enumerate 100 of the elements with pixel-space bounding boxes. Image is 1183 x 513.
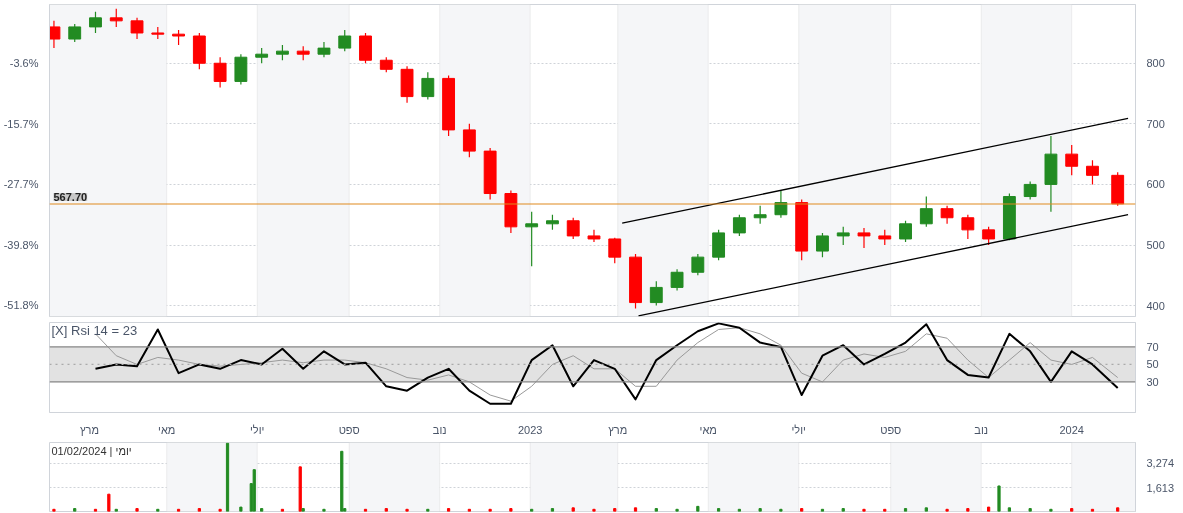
bar xyxy=(779,508,783,512)
candlestick xyxy=(213,56,227,89)
candlestick xyxy=(940,205,954,225)
candlestick xyxy=(109,8,123,28)
candlestick xyxy=(608,237,622,264)
y-tick-label: 700 xyxy=(1146,117,1165,130)
bar xyxy=(716,508,721,512)
y-tick-label: 3,274 xyxy=(1146,457,1175,470)
bar xyxy=(997,485,1001,512)
candlestick xyxy=(587,229,601,243)
candlestick xyxy=(525,211,539,267)
candlestick xyxy=(691,253,705,276)
bar xyxy=(883,508,887,512)
x-tick-label: נוב xyxy=(432,423,447,436)
bar xyxy=(218,508,222,512)
bar xyxy=(1028,508,1032,512)
y-tick-label: 30 xyxy=(1146,375,1159,388)
bar xyxy=(592,508,596,512)
y2-tick-label: -27.7% xyxy=(3,178,39,191)
bar xyxy=(654,508,658,512)
y-tick-label: 800 xyxy=(1146,57,1165,70)
bar xyxy=(633,507,638,512)
y2-tick-label: -51.8% xyxy=(3,299,39,312)
bar xyxy=(52,508,56,512)
candlestick xyxy=(982,226,996,246)
x-tick-label: יולי xyxy=(791,423,806,436)
x-tick-label: 2024 xyxy=(1059,423,1084,436)
bar xyxy=(1070,508,1074,512)
candlestick xyxy=(816,232,829,258)
bar xyxy=(613,508,617,512)
x-tick-label: ספט xyxy=(338,423,360,436)
bar xyxy=(1049,508,1053,512)
bar xyxy=(107,493,111,512)
bar xyxy=(114,508,118,512)
bar xyxy=(800,508,804,512)
candlestick xyxy=(899,220,912,243)
bar xyxy=(298,466,302,512)
bar xyxy=(966,508,970,512)
candlestick xyxy=(1023,180,1037,201)
bar xyxy=(426,508,430,512)
candlestick xyxy=(670,268,684,292)
x-tick-label: ספט xyxy=(880,423,902,436)
candlestick xyxy=(130,17,144,40)
x-tick-label: מרץ xyxy=(608,423,628,436)
bar xyxy=(696,505,700,512)
y2-tick-label: -39.8% xyxy=(3,239,39,252)
bar xyxy=(405,508,409,512)
bar xyxy=(384,508,388,512)
bar xyxy=(197,508,201,512)
annotation: יומי | 01/02/2024 xyxy=(51,444,132,457)
candlestick xyxy=(1065,144,1079,176)
ref-line-label: 567.70 xyxy=(53,191,88,203)
y-tick-label: 50 xyxy=(1146,358,1159,371)
bar xyxy=(301,508,305,512)
bar xyxy=(73,508,77,512)
x-tick-label: 2023 xyxy=(517,423,543,436)
bar xyxy=(945,508,949,512)
bar xyxy=(675,508,679,512)
candlestick xyxy=(421,71,435,101)
y-tick-label: 400 xyxy=(1146,299,1165,312)
x-tick-label: מאי xyxy=(699,423,717,436)
bar xyxy=(322,508,326,512)
bar xyxy=(550,508,555,512)
candlestick xyxy=(89,11,102,34)
candlestick xyxy=(836,226,850,246)
bar xyxy=(260,508,264,512)
bar xyxy=(340,450,344,512)
candlestick xyxy=(649,280,663,307)
x-tick-label: מרץ xyxy=(80,423,100,436)
y-tick-label: 600 xyxy=(1146,178,1165,191)
y2-tick-label: -15.7% xyxy=(3,118,39,131)
bar xyxy=(135,508,139,512)
bar xyxy=(903,508,908,512)
bar xyxy=(841,508,845,512)
bar xyxy=(239,506,243,512)
candlestick xyxy=(961,214,975,240)
candlestick xyxy=(1086,159,1099,186)
y-tick-label: 70 xyxy=(1146,340,1159,353)
y2-tick-label: -3.6% xyxy=(9,57,39,70)
bar xyxy=(987,506,991,512)
x-tick-label: מאי xyxy=(158,423,176,436)
bar xyxy=(758,508,762,512)
candlestick xyxy=(49,20,61,49)
bar xyxy=(571,507,575,512)
candlestick xyxy=(919,195,933,228)
x-tick-label: נוב xyxy=(974,423,989,436)
candlestick xyxy=(566,217,580,240)
candlestick xyxy=(68,23,82,43)
bar xyxy=(225,442,230,512)
bar xyxy=(1116,507,1120,512)
bar xyxy=(1007,507,1012,512)
y-tick-label: 500 xyxy=(1146,239,1165,252)
bar xyxy=(862,508,866,512)
candlestick xyxy=(753,205,767,225)
candlestick xyxy=(462,123,476,158)
bar xyxy=(252,469,256,512)
x-tick-label: יולי xyxy=(250,423,265,436)
candlestick xyxy=(857,227,871,249)
bar xyxy=(446,508,451,512)
y-tick-label: 1,613 xyxy=(1146,481,1175,494)
